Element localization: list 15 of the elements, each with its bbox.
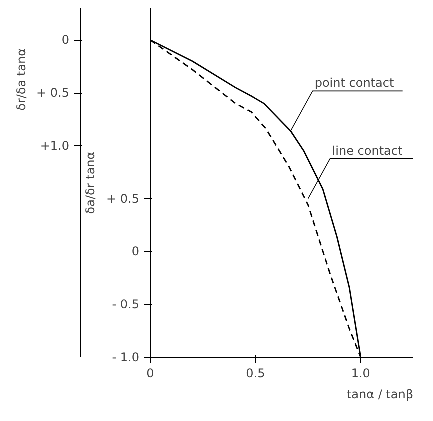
y-axis-title: δa/δr tanα (84, 152, 98, 214)
y-tick-label: 0 (132, 244, 140, 259)
y-tick-label: - 1.0 (112, 350, 140, 364)
annotation: line contact (332, 144, 403, 158)
y2-tick-label: + 0.5 (36, 86, 70, 100)
y2-tick-label: 0 (62, 33, 70, 48)
y-tick-label: + 0.5 (106, 192, 140, 206)
y-tick-label: - 0.5 (112, 298, 140, 312)
y2-axis-title: δr/δa tanα (14, 48, 28, 111)
x-axis-title: tanα / tanβ (346, 388, 414, 402)
x-tick-label: 0.5 (246, 366, 266, 380)
x-tick-label: 1.0 (351, 366, 370, 380)
y2-tick-label: +1.0 (40, 138, 70, 153)
x-tick-label: 0 (146, 366, 154, 380)
annotation: point contact (314, 76, 394, 90)
